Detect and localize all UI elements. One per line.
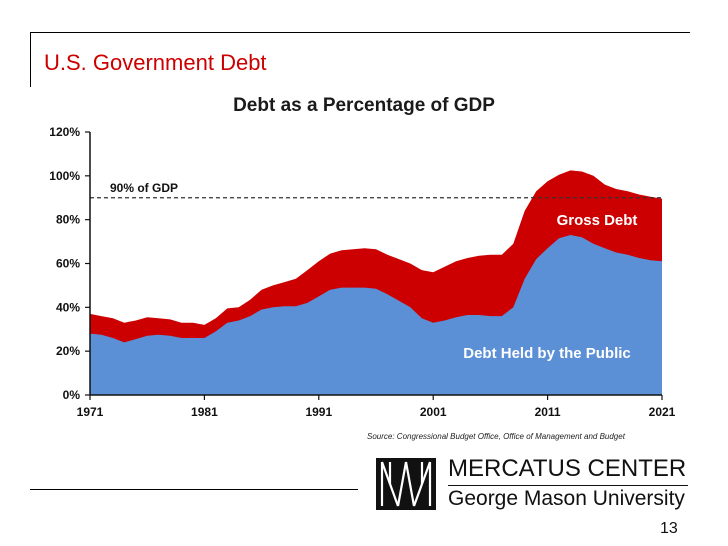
y-tick-label: 40% [56, 300, 80, 314]
y-tick-label: 120% [49, 125, 80, 139]
gross-debt-label: Gross Debt [557, 212, 638, 229]
public-debt-label: Debt Held by the Public [463, 345, 631, 362]
y-tick-label: 60% [56, 257, 80, 271]
reference-line-label: 90% of GDP [110, 181, 178, 195]
y-tick-label: 100% [49, 169, 80, 183]
chart-title: Debt as a Percentage of GDP [233, 95, 495, 116]
org-subtitle: George Mason University [448, 487, 685, 510]
y-tick-label: 0% [63, 388, 81, 402]
page-number: 13 [660, 520, 678, 537]
x-tick-label: 1971 [77, 405, 104, 419]
org-divider [448, 485, 688, 486]
source-note: Source: Congressional Budget Office, Off… [367, 432, 625, 441]
mercatus-logo-icon [376, 458, 436, 510]
x-tick-label: 2021 [649, 405, 676, 419]
x-tick-label: 1991 [305, 405, 332, 419]
top-rule [30, 32, 690, 33]
left-rule [30, 32, 31, 87]
bottom-rule [30, 489, 358, 490]
y-tick-label: 20% [56, 344, 80, 358]
x-tick-label: 2001 [420, 405, 447, 419]
org-name: MERCATUS CENTER [448, 455, 687, 482]
slide-title: U.S. Government Debt [44, 50, 267, 75]
x-tick-label: 2011 [535, 405, 561, 419]
series-area-1 [90, 235, 662, 395]
y-tick-label: 80% [56, 213, 80, 227]
x-tick-label: 1981 [191, 405, 218, 419]
